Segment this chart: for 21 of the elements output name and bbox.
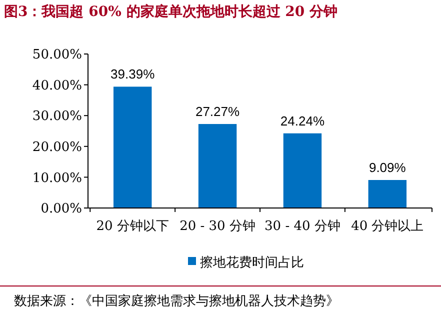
y-tick-label: 50.00%: [32, 48, 82, 63]
x-tick-label: 20 - 30 分钟: [180, 219, 256, 234]
data-label: 39.39%: [110, 66, 156, 82]
x-tick-label: 40 分钟以上: [351, 219, 424, 234]
bar: [368, 180, 407, 208]
legend-label: 擦地花费时间占比: [200, 256, 304, 271]
y-tick-label: 0.00%: [40, 202, 82, 217]
x-tick-label: 20 分钟以下: [96, 219, 169, 234]
y-tick-label: 40.00%: [32, 78, 82, 94]
bar: [283, 133, 322, 208]
y-tick-label: 30.00%: [32, 109, 82, 124]
y-tick-label: 10.00%: [32, 170, 82, 186]
x-tick-label: 30 - 40 分钟: [264, 219, 340, 234]
data-label: 9.09%: [368, 160, 406, 176]
source-note: 数据来源：《中国家庭擦地需求与擦地机器人技术趋势》: [14, 293, 339, 309]
data-label: 24.24%: [280, 113, 325, 128]
chart-title: 图3：我国超 60% 的家庭单次拖地时长超过 20 分钟: [4, 3, 338, 20]
y-tick-label: 20.00%: [32, 140, 82, 155]
bar: [198, 124, 237, 208]
data-label: 27.27%: [195, 104, 240, 120]
bar: [113, 86, 152, 208]
